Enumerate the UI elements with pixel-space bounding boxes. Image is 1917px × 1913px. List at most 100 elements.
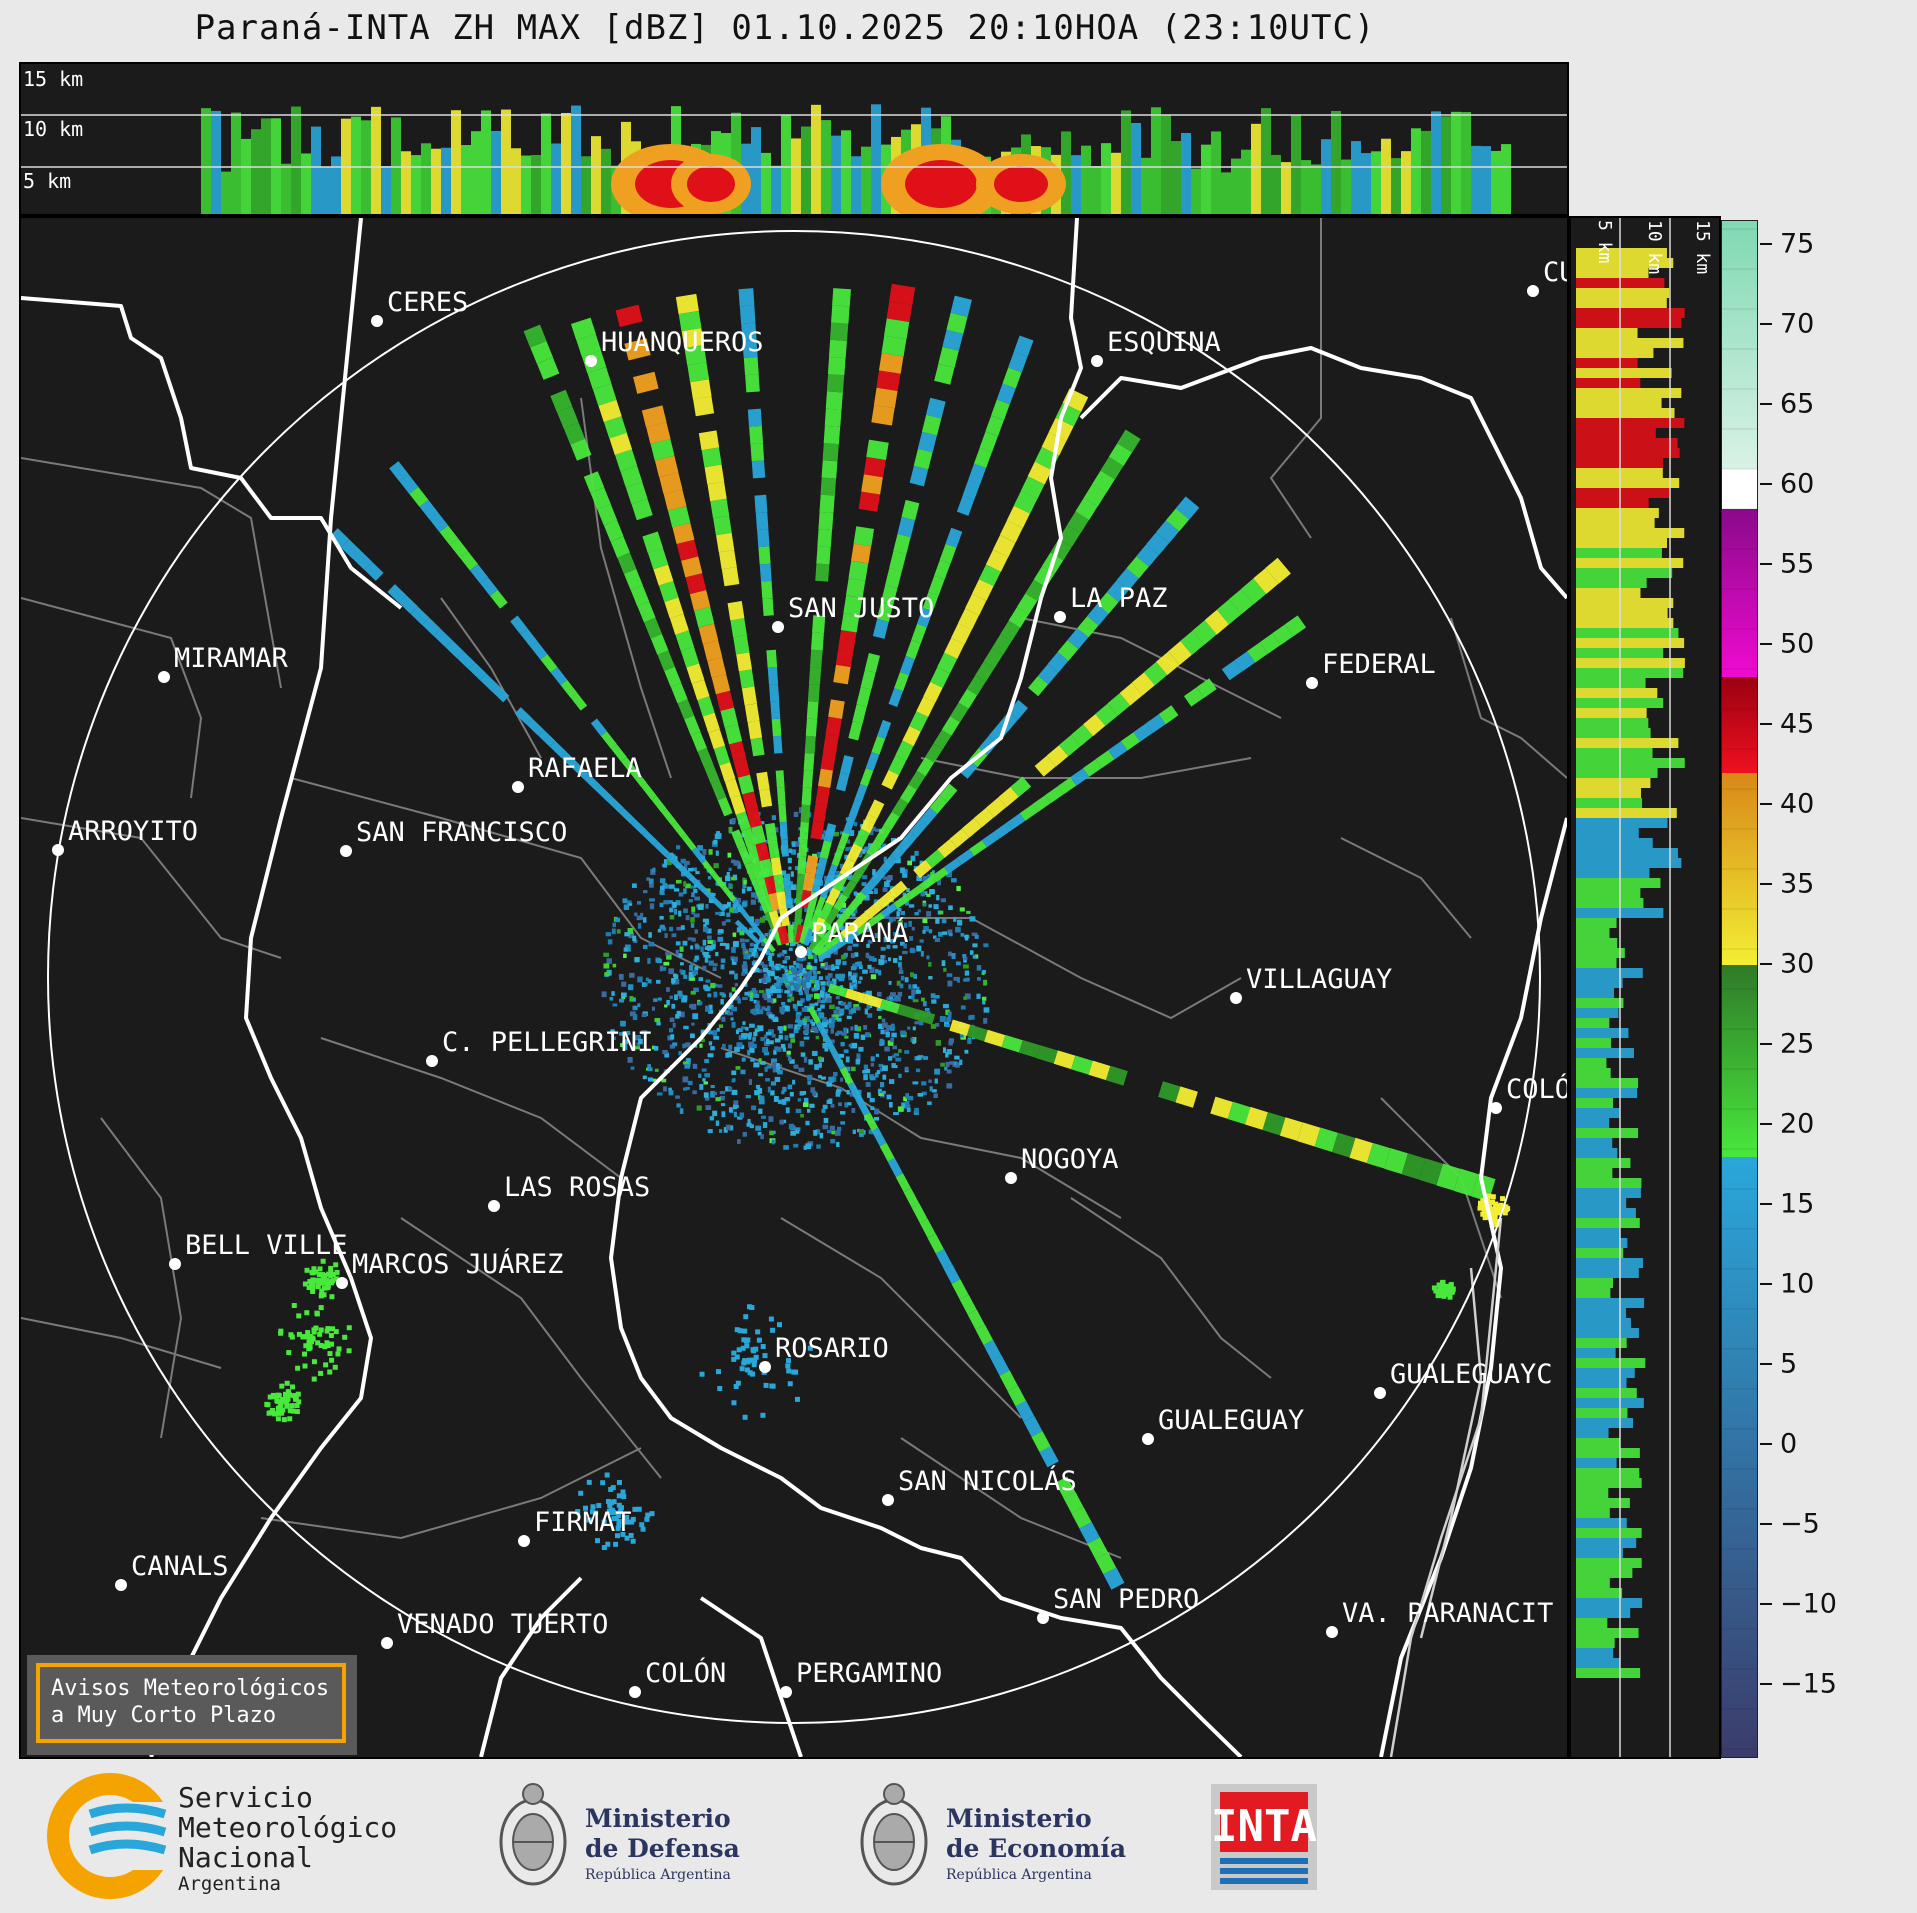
colorbar-tick-label: 20 bbox=[1780, 1108, 1815, 1140]
svg-text:SAN PEDRO: SAN PEDRO bbox=[1053, 1584, 1199, 1615]
city-federal[interactable]: FEDERAL bbox=[1306, 649, 1436, 689]
city-gualeguaychu[interactable]: GUALEGUAYC bbox=[1374, 1359, 1553, 1399]
colorbar-tick-label: 60 bbox=[1780, 468, 1815, 500]
svg-text:VA. PARANACIT: VA. PARANACIT bbox=[1342, 1598, 1553, 1629]
footer-canvas: Servicio Meteorológico Nacional Argentin… bbox=[47, 1773, 1317, 1899]
colorbar-gradient bbox=[1722, 221, 1757, 1757]
economia-line-3: República Argentina bbox=[946, 1867, 1092, 1883]
svg-text:RAFAELA: RAFAELA bbox=[528, 753, 642, 784]
colorbar-tick bbox=[1760, 403, 1772, 405]
city-las-rosas[interactable]: LAS ROSAS bbox=[488, 1172, 650, 1212]
colorbar-tick-label: 50 bbox=[1780, 628, 1815, 660]
svg-text:PERGAMINO: PERGAMINO bbox=[796, 1658, 942, 1689]
colorbar-tick bbox=[1760, 563, 1772, 565]
city-san-justo[interactable]: SAN JUSTO bbox=[772, 593, 934, 633]
city-gualeguay[interactable]: GUALEGUAY bbox=[1142, 1405, 1304, 1445]
svg-text:C. PELLEGRINI: C. PELLEGRINI bbox=[442, 1027, 653, 1058]
colorbar-tick bbox=[1760, 1363, 1772, 1365]
colorbar-tick bbox=[1760, 1203, 1772, 1205]
colorbar-tick bbox=[1760, 723, 1772, 725]
smn-logo[interactable]: Servicio Meteorológico Nacional Argentin… bbox=[47, 1773, 397, 1899]
svg-text:COLÓN: COLÓN bbox=[645, 1657, 726, 1689]
colorbar-band bbox=[1722, 965, 1757, 1157]
colorbar-tick-label: 0 bbox=[1780, 1428, 1798, 1460]
svg-text:MIRAMAR: MIRAMAR bbox=[174, 643, 289, 674]
smn-line-2: Meteorológico bbox=[178, 1811, 397, 1844]
radar-map-canvas: CERES HUANQUEROS ESQUINA CU MIRAMAR SAN … bbox=[20, 217, 1576, 1759]
colorbar-tick bbox=[1760, 1603, 1772, 1605]
city-venado-tuerto[interactable]: VENADO TUERTO bbox=[381, 1609, 608, 1649]
city-san-francisco[interactable]: SAN FRANCISCO bbox=[340, 817, 567, 857]
defensa-logo[interactable]: Ministerio de Defensa República Argentin… bbox=[499, 1783, 740, 1886]
notice-line-1: Avisos Meteorológicos bbox=[51, 1676, 329, 1701]
city-ceres[interactable]: CERES bbox=[371, 287, 468, 327]
colorbar-tick bbox=[1760, 803, 1772, 805]
city-marcos-juarez[interactable]: MARCOS JUÁREZ bbox=[336, 1248, 563, 1289]
city-pergamino[interactable]: PERGAMINO bbox=[780, 1658, 942, 1698]
right-cross-section-echoes bbox=[1576, 248, 1685, 1678]
height-label-15km: 15 km bbox=[23, 67, 83, 91]
colorbar-tick bbox=[1760, 1683, 1772, 1685]
colorbar-tick-label: 25 bbox=[1780, 1028, 1815, 1060]
top-cross-section-panel: 15 km 10 km 5 km bbox=[19, 62, 1569, 224]
height-label-10km: 10 km bbox=[23, 117, 83, 141]
river-branches bbox=[1389, 1217, 1503, 1758]
inta-text: INTA bbox=[1211, 1801, 1317, 1852]
argentina-coat-of-arms-icon bbox=[499, 1783, 567, 1886]
city-huanqueros[interactable]: HUANQUEROS bbox=[585, 327, 764, 367]
svg-text:VILLAGUAY: VILLAGUAY bbox=[1246, 964, 1392, 995]
colorbar-tick bbox=[1760, 243, 1772, 245]
svg-text:VENADO TUERTO: VENADO TUERTO bbox=[397, 1609, 608, 1640]
svg-text:ESQUINA: ESQUINA bbox=[1107, 327, 1221, 358]
city-canals[interactable]: CANALS bbox=[115, 1551, 229, 1591]
city-bell-ville[interactable]: BELL VILLE bbox=[169, 1230, 348, 1270]
svg-text:CU: CU bbox=[1543, 257, 1567, 288]
svg-text:BELL VILLE: BELL VILLE bbox=[185, 1230, 348, 1261]
colorbar-band bbox=[1722, 509, 1757, 677]
svg-text:FIRMAT: FIRMAT bbox=[534, 1507, 632, 1538]
colorbar-tick-label: 65 bbox=[1780, 388, 1815, 420]
colorbar-band bbox=[1722, 677, 1757, 773]
economia-line-1: Ministerio bbox=[946, 1804, 1092, 1833]
city-esquina[interactable]: ESQUINA bbox=[1091, 327, 1221, 367]
colorbar-tick bbox=[1760, 323, 1772, 325]
colorbar-tick-label: 35 bbox=[1780, 868, 1815, 900]
radar-map[interactable]: CERES HUANQUEROS ESQUINA CU MIRAMAR SAN … bbox=[19, 216, 1576, 1759]
city-firmat[interactable]: FIRMAT bbox=[518, 1507, 632, 1547]
city-colon[interactable]: COLÓN bbox=[629, 1657, 726, 1698]
city-rosario[interactable]: ROSARIO bbox=[759, 1333, 889, 1373]
colorbar-tick-label: 55 bbox=[1780, 548, 1815, 580]
height-label-10km-vertical: 10 km bbox=[1644, 220, 1665, 274]
colorbar-tick-labels: 75 70 65 60 55 50 45 40 35 30 25 20 15 10 5 0 −5 −10 −15 bbox=[1760, 0, 1910, 1909]
colorbar-tick-label: −10 bbox=[1780, 1588, 1837, 1620]
city-san-nicolas[interactable]: SAN NICOLÁS bbox=[882, 1465, 1077, 1506]
colorbar-band bbox=[1722, 1157, 1757, 1757]
notice-line-2: a Muy Corto Plazo bbox=[51, 1703, 276, 1728]
economia-line-2: de Economía bbox=[946, 1834, 1126, 1863]
right-cross-section: 5 km 10 km 15 km bbox=[1576, 218, 1713, 1757]
colorbar-band bbox=[1722, 221, 1757, 469]
city-parana[interactable]: PARANÁ bbox=[795, 917, 909, 958]
department-borders bbox=[20, 218, 1568, 1559]
svg-text:SAN JUSTO: SAN JUSTO bbox=[788, 593, 934, 624]
colorbar-tick-label: 70 bbox=[1780, 308, 1815, 340]
colorbar-tick-label: 75 bbox=[1780, 228, 1815, 260]
top-cross-section: 15 km 10 km 5 km bbox=[21, 67, 1567, 224]
city-villa-paranacito[interactable]: VA. PARANACIT bbox=[1326, 1598, 1553, 1638]
city-cu[interactable]: CU bbox=[1527, 257, 1576, 297]
city-villaguay[interactable]: VILLAGUAY bbox=[1230, 964, 1392, 1004]
smn-line-4: Argentina bbox=[178, 1873, 281, 1895]
economia-logo[interactable]: Ministerio de Economía República Argenti… bbox=[860, 1783, 1126, 1886]
city-colo[interactable]: COLÓ bbox=[1490, 1073, 1571, 1114]
svg-text:SAN FRANCISCO: SAN FRANCISCO bbox=[356, 817, 567, 848]
inta-logo[interactable]: INTA bbox=[1211, 1784, 1317, 1890]
city-san-pedro[interactable]: SAN PEDRO bbox=[1037, 1584, 1199, 1624]
city-nogoya[interactable]: NOGOYA bbox=[1005, 1144, 1119, 1184]
notice-box[interactable]: Avisos Meteorológicos a Muy Corto Plazo bbox=[27, 1655, 357, 1755]
city-la-paz[interactable]: LA PAZ bbox=[1054, 583, 1168, 623]
city-miramar[interactable]: MIRAMAR bbox=[158, 643, 289, 683]
colorbar-tick-label: 10 bbox=[1780, 1268, 1815, 1300]
city-rafaela[interactable]: RAFAELA bbox=[512, 753, 642, 793]
city-c-pellegrini[interactable]: C. PELLEGRINI bbox=[426, 1027, 653, 1067]
city-arroyito[interactable]: ARROYITO bbox=[52, 816, 198, 856]
